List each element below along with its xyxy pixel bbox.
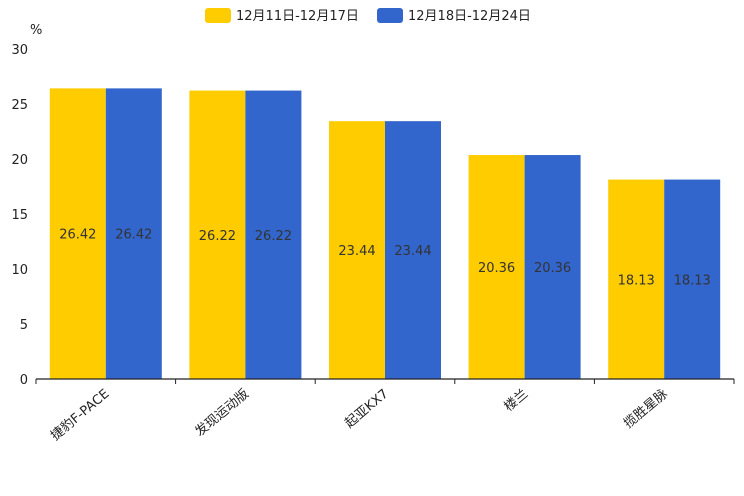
data-label: 26.42 xyxy=(59,228,96,243)
bar-series-1-5[interactable] xyxy=(608,179,665,379)
y-tick-label: 15 xyxy=(11,208,28,223)
y-axis-unit: % xyxy=(30,23,42,38)
legend[interactable]: 12月11日-12月17日 12月18日-12月24日 xyxy=(205,8,531,24)
bar-series-1-2[interactable] xyxy=(189,90,246,379)
x-tick-label: 起亚KX7 xyxy=(342,387,391,432)
bar-series-1-4[interactable] xyxy=(468,155,525,379)
y-axis: 0 5 10 15 20 25 30 xyxy=(11,43,28,388)
data-label: 18.13 xyxy=(674,273,711,288)
x-tick-label: 发现运动版 xyxy=(192,386,252,440)
data-label: 23.44 xyxy=(394,244,431,259)
y-tick-label: 0 xyxy=(20,373,28,388)
legend-swatch-series-2[interactable] xyxy=(377,8,403,23)
bar-series-1-3[interactable] xyxy=(329,121,385,379)
legend-swatch-series-1[interactable] xyxy=(205,8,231,23)
x-tick-label: 揽胜星脉 xyxy=(621,386,671,432)
y-tick-label: 5 xyxy=(20,318,28,333)
x-tick-label: 楼兰 xyxy=(502,387,532,415)
bar-series-2-3[interactable] xyxy=(385,121,441,379)
bar-series-1-1[interactable] xyxy=(49,88,106,379)
data-label: 26.42 xyxy=(115,228,152,243)
data-label: 18.13 xyxy=(618,273,655,288)
legend-label-series-1[interactable]: 12月11日-12月17日 xyxy=(236,9,359,24)
data-label: 20.36 xyxy=(534,261,571,276)
bar-series-2-2[interactable] xyxy=(245,90,302,379)
data-label: 26.22 xyxy=(255,229,292,244)
data-label: 23.44 xyxy=(338,244,375,259)
x-tick-label: 捷豹F-PACE xyxy=(48,387,112,444)
y-tick-label: 25 xyxy=(11,98,28,113)
y-tick-label: 10 xyxy=(11,263,28,278)
bars: 26.42 26.42 26.22 26.22 23.44 23.44 20.36 20.36… xyxy=(49,88,721,379)
legend-label-series-2[interactable]: 12月18日-12月24日 xyxy=(408,9,531,24)
data-label: 26.22 xyxy=(199,229,236,244)
y-tick-label: 30 xyxy=(11,43,28,58)
x-axis: 捷豹F-PACE 发现运动版 起亚KX7 楼兰 揽胜星脉 xyxy=(35,378,735,444)
y-tick-label: 20 xyxy=(11,153,28,168)
bar-series-2-1[interactable] xyxy=(105,88,162,379)
bar-series-2-5[interactable] xyxy=(664,179,721,379)
data-label: 20.36 xyxy=(478,261,515,276)
bar-series-2-4[interactable] xyxy=(524,155,581,379)
